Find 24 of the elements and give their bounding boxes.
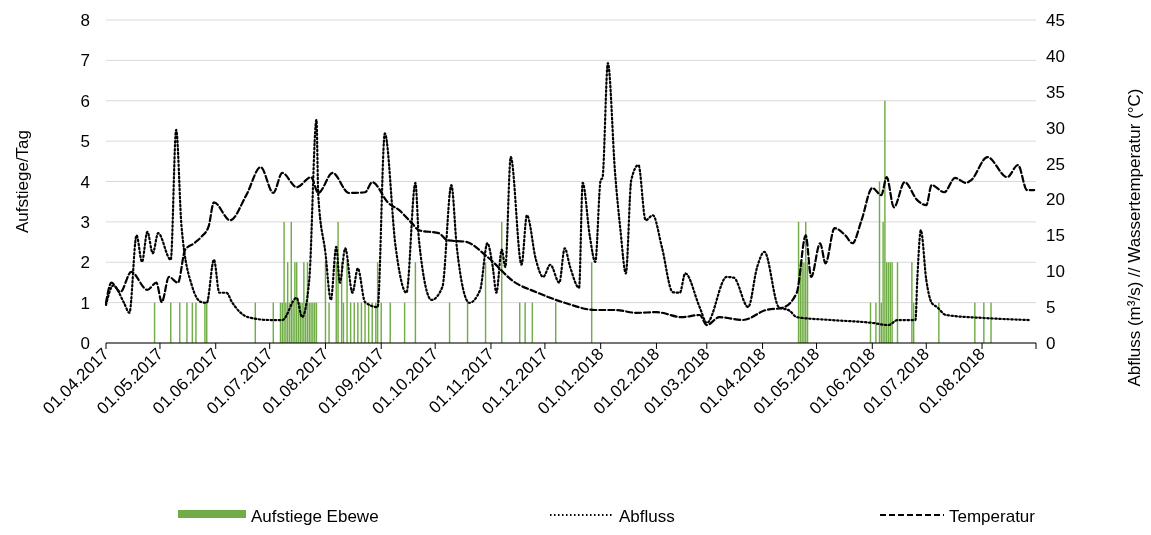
- y-tick-label: 0: [80, 334, 90, 353]
- y2-tick-label: 10: [1046, 262, 1065, 282]
- y2-axis-title: Abfluss (m³/s) // Wassertemperatur (°C): [1125, 88, 1144, 387]
- legend-label: Temperatur: [949, 507, 1036, 526]
- y-tick-label: 5: [80, 132, 90, 152]
- y-tick-label: 7: [80, 51, 90, 71]
- legend-label: Abfluss: [619, 507, 675, 526]
- y2-tick-label: 30: [1046, 118, 1065, 138]
- y-tick-label: 6: [80, 91, 90, 111]
- y2-tick-label: 25: [1046, 154, 1065, 174]
- y2-tick-label: 20: [1046, 190, 1065, 210]
- y-axis-title: Aufstiege/Tag: [13, 129, 32, 234]
- y-tick-label: 3: [80, 212, 90, 232]
- y-tick-label: 4: [80, 172, 90, 192]
- legend-label: Aufstiege Ebewe: [251, 507, 379, 526]
- y-tick-label: 2: [80, 253, 90, 273]
- y2-tick-label: 35: [1046, 82, 1065, 102]
- y-tick-label: 8: [80, 11, 90, 30]
- y2-tick-label: 5: [1046, 298, 1056, 318]
- y2-tick-label: 40: [1046, 46, 1065, 66]
- y-tick-label: 1: [80, 293, 90, 313]
- y2-tick-label: 15: [1046, 226, 1065, 246]
- y2-tick-label: 45: [1046, 11, 1065, 30]
- y2-tick-label: 0: [1046, 334, 1056, 353]
